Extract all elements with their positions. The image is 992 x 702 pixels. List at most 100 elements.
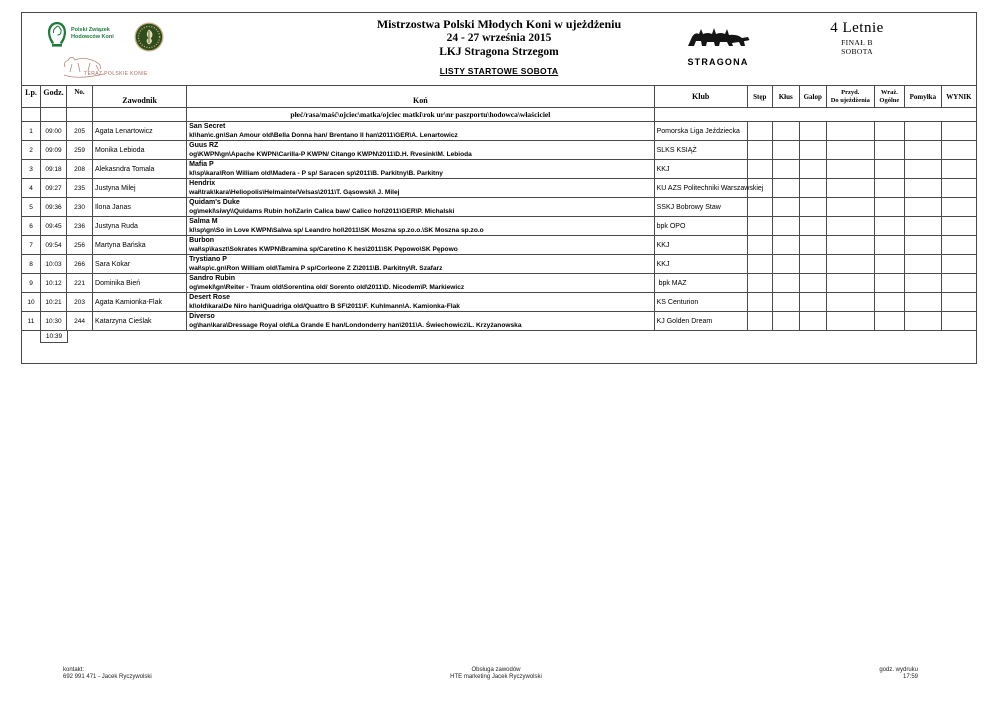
cell-horse: Diverso og\han\kara\Dressage Royal old\La…: [186, 311, 655, 331]
cell-lp: 1: [20, 121, 42, 141]
cell-rider: Ilona Janas: [92, 197, 188, 217]
cell-score-wynik: [940, 121, 978, 141]
start-row: 5 09:36 230 Ilona Janas Quidam's Duke og\mekl…: [20, 197, 978, 217]
cell-score-klus: [771, 159, 800, 179]
horse-name: San Secret: [189, 123, 226, 130]
cell-club: SSKJ Bobrowy Staw: [653, 197, 748, 217]
horse-details: og\mekl\siwy\\Quidams Rubin hol\Zarin Ca…: [189, 207, 455, 215]
cell-club: bpk MAZ: [653, 273, 748, 293]
col-step: Stęp: [746, 85, 773, 108]
horse-details: kl\han\c.gn\San Amour old\Bella Donna ha…: [189, 131, 458, 139]
horse-details: wał\trak\kara\Heliopolis\Helmainte/Velsa…: [189, 188, 400, 196]
cell-score-przyd: [825, 235, 875, 255]
cell-lp: 3: [20, 159, 42, 179]
col-club: Klub: [653, 85, 748, 108]
start-row: 2 09:09 259 Monika Lebioda Guus RZ og\KWPN\gn…: [20, 140, 978, 160]
horse-name: Burbon: [189, 237, 215, 244]
cell-nr: 266: [66, 254, 94, 274]
horse-name: Desert Rose: [189, 294, 230, 301]
cell-score-klus: [771, 121, 800, 141]
cell-score-step: [746, 121, 773, 141]
cell-score-wraz: [873, 197, 905, 217]
cell-score-pomylka: [903, 216, 942, 236]
cell-club: KU AZS Politechniki Warszawskiej: [653, 178, 763, 198]
stragona-wordmark: STRAGONA: [687, 57, 749, 67]
horse-name: Salma M: [189, 218, 218, 225]
cell-score-galop: [798, 216, 827, 236]
cell-score-galop: [798, 178, 827, 198]
cell-score-wraz: [873, 216, 905, 236]
cell-time: 09:00: [40, 121, 68, 141]
cell-horse: San Secret kl\han\c.gn\San Amour old\Bell…: [186, 121, 655, 141]
cell-score-pomylka: [903, 254, 942, 274]
cell-score-klus: [771, 254, 800, 274]
class-final: FINAŁ B: [841, 38, 873, 47]
cell-score-wraz: [873, 159, 905, 179]
cell-horse: Sandro Rubin og\mekl\gn\Reiter - Traum ol…: [186, 273, 655, 293]
cell-score-przyd: [825, 216, 875, 236]
cell-score-wraz: [873, 311, 905, 331]
cell-club: Pomorska Liga Jeździecka: [653, 121, 748, 141]
col-wraz: Wraż. Ogólne: [873, 85, 905, 108]
document-frame: Polski Związek Hodowców Koni TERAZ POLSK…: [20, 12, 978, 364]
cell-score-wraz: [873, 235, 905, 255]
cell-score-step: [746, 273, 773, 293]
cell-score-galop: [798, 254, 827, 274]
table-tail: 10:39: [21, 330, 977, 364]
cell-score-wraz: [873, 254, 905, 274]
footer-print-value: 17:59: [902, 674, 918, 680]
start-row: 11 10:30 244 Katarzyna Cieślak Diverso og\han…: [20, 311, 978, 331]
footer-service: Obsługa zawodów HTE marketing Jacek Rycz…: [0, 667, 992, 681]
cell-score-pomylka: [903, 121, 942, 141]
cell-nr: 230: [66, 197, 94, 217]
event-venue: LKJ Stragona Strzegom: [439, 46, 559, 58]
cell-nr: 259: [66, 140, 94, 160]
cell-score-przyd: [825, 292, 875, 312]
cell-score-wynik: [940, 273, 978, 293]
cell-score-step: [746, 311, 773, 331]
cell-score-pomylka: [903, 273, 942, 293]
cell-lp: 10: [20, 292, 42, 312]
start-row: 9 10:12 221 Dominika Bień Sandro Rubin og\mek…: [20, 273, 978, 293]
cell-rider: Monika Lebioda: [92, 140, 188, 160]
green-seal-logo-icon: [134, 22, 164, 52]
cell-score-klus: [771, 235, 800, 255]
cell-rider: Katarzyna Cieślak: [92, 311, 188, 331]
cell-score-klus: [771, 216, 800, 236]
col-przyd-line1: Przyd.: [841, 89, 860, 96]
cell-nr: 208: [66, 159, 94, 179]
cell-score-pomylka: [903, 197, 942, 217]
cell-horse: Quidam's Duke og\mekl\siwy\\Quidams Rubin…: [186, 197, 655, 217]
cell-nr: 236: [66, 216, 94, 236]
cell-score-wraz: [873, 273, 905, 293]
cell-score-wynik: [940, 311, 978, 331]
cell-lp: 11: [20, 311, 42, 331]
cell-time: 09:27: [40, 178, 68, 198]
cell-rider: Justyna Ruda: [92, 216, 188, 236]
cell-time: 09:09: [40, 140, 68, 160]
pzhk-org-name-line1: Polski Związek: [71, 27, 110, 33]
cell-time: 10:30: [40, 311, 68, 331]
cell-score-step: [746, 254, 773, 274]
start-list-body: 1 09:00 205 Agata Lenartowicz San Secret kl\h…: [20, 121, 978, 331]
cell-club: KKJ: [653, 159, 748, 179]
cell-lp: 5: [20, 197, 42, 217]
cell-score-galop: [798, 197, 827, 217]
class-name: 4 Letnie: [830, 20, 884, 36]
start-row: 4 09:27 235 Justyna Milej Hendrix wał\trak\ka…: [20, 178, 978, 198]
col-horse: Koń: [186, 85, 655, 108]
cell-club: SLKS KSIĄŻ: [653, 140, 748, 160]
cell-rider: Justyna Milej: [92, 178, 188, 198]
cell-score-wynik: [940, 216, 978, 236]
start-row: 10 10:21 203 Agata Kamionka-Flak Desert Rose…: [20, 292, 978, 312]
start-row: 1 09:00 205 Agata Lenartowicz San Secret kl\h…: [20, 121, 978, 141]
cell-score-przyd: [825, 121, 875, 141]
subheader-row: płeć/rasa/maść\ojciec\matka/ojciec matki…: [20, 107, 978, 122]
horse-name: Trystiano P: [189, 256, 227, 263]
cell-score-wynik: [940, 197, 978, 217]
cell-score-wynik: [940, 140, 978, 160]
cell-time: 10:12: [40, 273, 68, 293]
cell-score-wynik: [940, 254, 978, 274]
